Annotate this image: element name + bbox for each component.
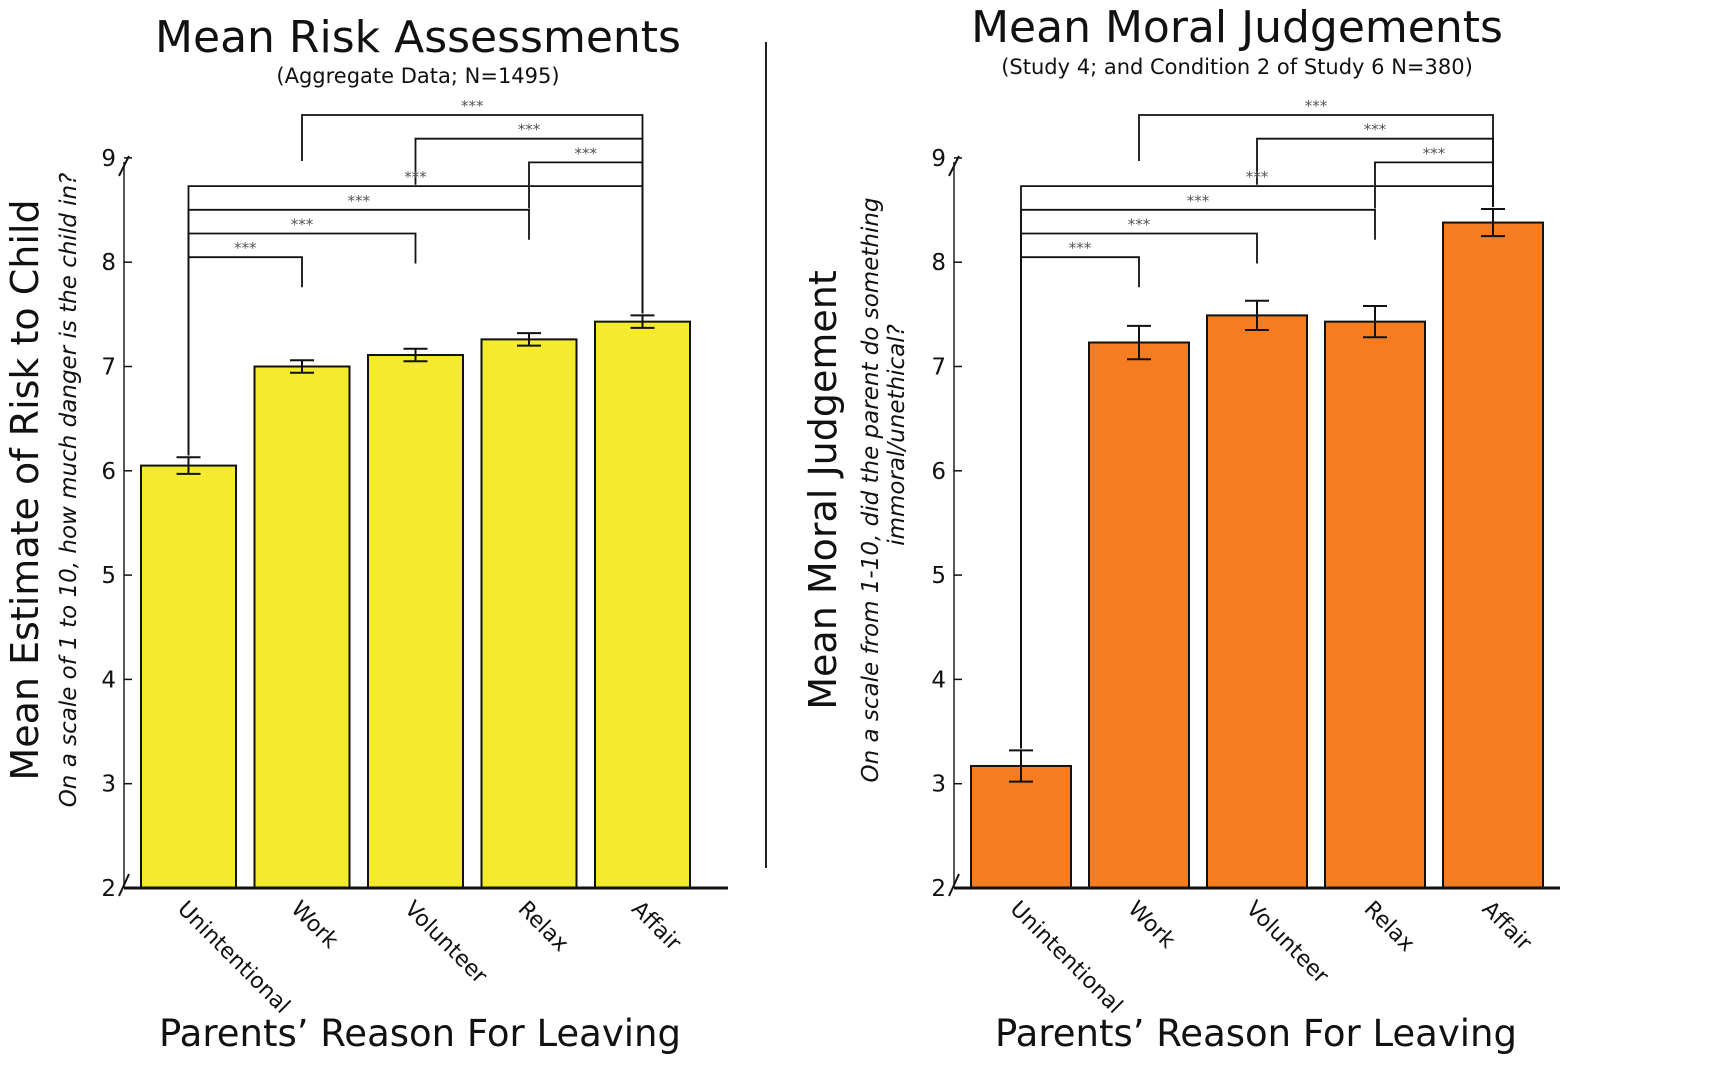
moral-sig-bracket-unintentional-work (1020, 256, 1140, 749)
risk-y-tick-label-6: 6 (101, 459, 116, 485)
risk-x-axis-title: Parents’ Reason For Leaving (159, 1012, 681, 1055)
risk-y-axis-break-top (118, 155, 130, 177)
risk-bar-work (253, 365, 351, 889)
risk-sig-label-unintentional-relax: *** (348, 192, 371, 210)
moral-y-tick-label-6: 6 (931, 459, 946, 485)
risk-x-tick-label-affair: Affair (626, 897, 686, 957)
moral-sig-label-unintentional-volunteer: *** (1128, 216, 1151, 234)
moral-panel: Mean Moral Judgements (Study 4; and Cond… (801, 2, 1560, 1055)
risk-bar-volunteer (367, 354, 464, 890)
moral-x-tick-label-work: Work (1123, 897, 1180, 954)
risk-y-axis-title: Mean Estimate of Risk to Child (3, 199, 47, 780)
moral-bar-relax (1324, 320, 1426, 889)
risk-y-tick-label-9: 9 (101, 146, 116, 172)
moral-y-axis-subtitle-line1: On a scale from 1-10, did the parent do … (858, 197, 884, 782)
risk-sig-label-volunteer-affair: *** (518, 121, 541, 139)
moral-x-axis-title: Parents’ Reason For Leaving (995, 1012, 1517, 1055)
risk-sig-label-unintentional-volunteer: *** (291, 216, 314, 234)
risk-panel: Mean Risk Assessments (Aggregate Data; N… (3, 12, 728, 1055)
risk-x-tick-label-relax: Relax (513, 897, 573, 957)
risk-y-tick-label-8: 8 (101, 250, 116, 276)
moral-x-tick-label-relax: Relax (1359, 897, 1419, 957)
risk-y-axis-subtitle: On a scale of 1 to 10, how much danger i… (56, 173, 82, 808)
moral-sig-label-unintentional-affair: *** (1246, 168, 1269, 186)
risk-y-tick-label-7: 7 (101, 355, 116, 381)
moral-sig-label-unintentional-relax: *** (1187, 192, 1210, 210)
risk-x-tick-label-volunteer: Volunteer (399, 897, 492, 990)
risk-sig-bracket-unintentional-work (187, 256, 303, 456)
moral-y-tick-label-7: 7 (931, 355, 946, 381)
moral-y-axis-break-bottom (948, 873, 960, 897)
moral-bar-unintentional (970, 764, 1072, 889)
risk-y-tick-label-4: 4 (101, 667, 116, 693)
moral-x-tick-label-unintentional: Unintentional (1005, 897, 1127, 1019)
risk-bar-affair (594, 320, 691, 889)
moral-sig-label-relax-affair: *** (1423, 144, 1446, 162)
moral-y-tick-label-8: 8 (931, 250, 946, 276)
risk-subtitle: (Aggregate Data; N=1495) (276, 64, 559, 88)
risk-bar-relax (480, 338, 578, 889)
moral-sig-label-unintentional-work: *** (1069, 239, 1092, 257)
moral-y-axis-subtitle-line2: immoral/unethical? (884, 324, 910, 546)
moral-y-tick-label-2: 2 (931, 876, 946, 902)
moral-title: Mean Moral Judgements (971, 2, 1503, 53)
risk-sig-bracket-relax-affair (528, 161, 644, 314)
risk-y-tick-label-5: 5 (101, 563, 116, 589)
moral-sig-label-work-affair: *** (1305, 97, 1328, 115)
risk-y-axis-break-bottom (118, 873, 130, 897)
moral-x-tick-label-volunteer: Volunteer (1241, 897, 1334, 990)
risk-title: Mean Risk Assessments (155, 12, 681, 63)
moral-y-tick-label-4: 4 (931, 667, 946, 693)
moral-sig-bracket-unintentional-relax (1020, 208, 1376, 749)
risk-bar-unintentional (140, 464, 237, 889)
risk-x-tick-label-work: Work (286, 897, 343, 954)
risk-x-tick-label-unintentional: Unintentional (172, 897, 294, 1019)
risk-sig-label-unintentional-affair: *** (404, 168, 427, 186)
moral-sig-label-volunteer-affair: *** (1364, 121, 1387, 139)
moral-x-tick-label-affair: Affair (1477, 897, 1537, 957)
moral-y-tick-label-5: 5 (931, 563, 946, 589)
moral-bar-affair (1442, 221, 1544, 890)
risk-y-tick-label-2: 2 (101, 876, 116, 902)
risk-sig-label-relax-affair: *** (575, 144, 598, 162)
moral-bar-work (1088, 341, 1190, 889)
moral-subtitle: (Study 4; and Condition 2 of Study 6 N=3… (1001, 55, 1473, 79)
moral-bar-volunteer (1206, 314, 1308, 889)
moral-y-axis-title: Mean Moral Judgement (801, 270, 845, 710)
moral-y-tick-label-3: 3 (931, 772, 946, 798)
moral-y-tick-label-9: 9 (931, 146, 946, 172)
risk-y-tick-label-3: 3 (101, 772, 116, 798)
risk-sig-label-unintentional-work: *** (234, 239, 257, 257)
risk-sig-label-work-affair: *** (461, 97, 484, 115)
moral-y-axis-break-top (948, 155, 960, 177)
